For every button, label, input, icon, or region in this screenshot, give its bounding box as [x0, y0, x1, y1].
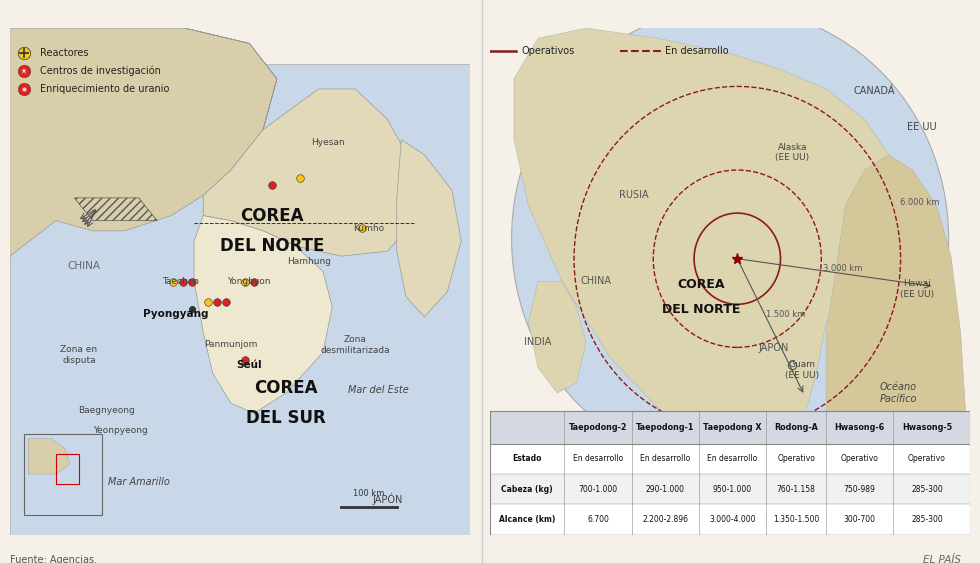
FancyBboxPatch shape [24, 434, 102, 515]
Text: 290-1.000: 290-1.000 [646, 485, 685, 494]
Text: 285-300: 285-300 [911, 485, 943, 494]
Text: Alcance (km): Alcance (km) [499, 515, 556, 524]
Text: Operativos: Operativos [521, 46, 574, 56]
Text: Zona
desmilitarizada: Zona desmilitarizada [320, 335, 390, 355]
Text: En desarrollo: En desarrollo [640, 454, 690, 463]
Text: Hyesan: Hyesan [311, 138, 344, 146]
Text: 100 km: 100 km [354, 489, 385, 498]
Text: En desarrollo: En desarrollo [708, 454, 758, 463]
Text: 3.000 km: 3.000 km [823, 265, 862, 273]
Polygon shape [826, 155, 965, 494]
Text: CHINA: CHINA [67, 261, 100, 271]
Polygon shape [514, 28, 898, 459]
Text: Operativo: Operativo [777, 454, 815, 463]
Text: Hawai
(EE UU): Hawai (EE UU) [901, 279, 935, 299]
Text: Hwasong-5: Hwasong-5 [902, 423, 952, 432]
Text: 760-1.158: 760-1.158 [777, 485, 815, 494]
Text: 950-1.000: 950-1.000 [712, 485, 752, 494]
Text: DEL NORTE: DEL NORTE [662, 303, 741, 316]
Circle shape [512, 8, 949, 469]
Polygon shape [194, 216, 332, 413]
FancyBboxPatch shape [10, 64, 470, 535]
FancyBboxPatch shape [490, 444, 970, 474]
Text: CHINA: CHINA [580, 276, 612, 287]
Text: Zona en
disputa: Zona en disputa [61, 345, 97, 365]
Text: 285-300: 285-300 [911, 515, 943, 524]
Text: Mar Amarillo: Mar Amarillo [108, 477, 170, 486]
Text: Guam
(EE UU): Guam (EE UU) [785, 360, 819, 380]
Text: Kumho: Kumho [354, 224, 384, 233]
Text: Hwasong-6: Hwasong-6 [835, 423, 885, 432]
Text: Taepodong-1: Taepodong-1 [636, 423, 695, 432]
Text: Enriquecimiento de uranio: Enriquecimiento de uranio [40, 84, 170, 94]
Text: Taepodong-2: Taepodong-2 [568, 423, 627, 432]
Text: RUSIA: RUSIA [619, 190, 649, 200]
Text: CANADÁ: CANADÁ [854, 87, 895, 96]
Text: 3.000-4.000: 3.000-4.000 [710, 515, 756, 524]
Text: Hamhung: Hamhung [287, 257, 331, 266]
Polygon shape [397, 140, 462, 317]
Text: Estado: Estado [513, 454, 542, 463]
Text: Cabeza (kg): Cabeza (kg) [502, 485, 553, 494]
Text: JAPÓN: JAPÓN [759, 341, 789, 354]
FancyBboxPatch shape [490, 411, 970, 444]
Polygon shape [185, 28, 416, 256]
Text: Mar del Este: Mar del Este [348, 386, 409, 395]
Text: Taechon: Taechon [162, 277, 199, 286]
Text: EL DESPLIEGUE ATÓMICO NORCOREANO: EL DESPLIEGUE ATÓMICO NORCOREANO [15, 0, 357, 3]
Text: INDIA: INDIA [524, 337, 552, 347]
Text: Pyongyang: Pyongyang [143, 310, 209, 319]
Text: JAPÓN: JAPÓN [372, 493, 403, 506]
Text: 6.700: 6.700 [587, 515, 609, 524]
Text: COREA: COREA [241, 207, 304, 225]
Text: Yeonpyeong: Yeonpyeong [93, 427, 148, 435]
Text: Seúl: Seúl [236, 360, 262, 370]
Text: 700-1.000: 700-1.000 [578, 485, 617, 494]
Text: DEL NORTE: DEL NORTE [220, 237, 324, 255]
Text: COREA: COREA [677, 278, 725, 291]
Text: Fuente: Agencias.: Fuente: Agencias. [10, 555, 97, 563]
Text: Alaska
(EE UU): Alaska (EE UU) [775, 142, 809, 162]
Text: 6.000 km: 6.000 km [900, 199, 940, 207]
Text: 2.200-2.896: 2.200-2.896 [642, 515, 688, 524]
Text: COREA: COREA [255, 379, 318, 397]
Text: EL PAÍS: EL PAÍS [922, 555, 960, 563]
Text: Baegnyeong: Baegnyeong [78, 406, 135, 415]
Text: 1.350-1.500: 1.350-1.500 [773, 515, 819, 524]
Polygon shape [28, 439, 70, 474]
Polygon shape [826, 423, 889, 474]
Text: EE UU: EE UU [907, 122, 937, 132]
Polygon shape [528, 282, 586, 393]
Text: 1.500 km: 1.500 km [765, 310, 805, 319]
FancyBboxPatch shape [490, 504, 970, 535]
Text: 300-700: 300-700 [844, 515, 876, 524]
Text: Operativo: Operativo [908, 454, 946, 463]
Text: Centros de investigación: Centros de investigación [40, 66, 161, 77]
Text: Operativo: Operativo [841, 454, 879, 463]
Text: ALCANCE DE LOS MISILES DE COREA DEL NORTE: ALCANCE DE LOS MISILES DE COREA DEL NORT… [495, 0, 906, 3]
Text: Panmunjom: Panmunjom [204, 341, 258, 349]
Text: Yongbyon: Yongbyon [227, 277, 271, 286]
FancyBboxPatch shape [490, 474, 970, 504]
Text: Reactores: Reactores [40, 48, 88, 59]
Text: Océano
Pacífico: Océano Pacífico [879, 382, 917, 404]
Text: 750-989: 750-989 [844, 485, 876, 494]
Text: En desarrollo: En desarrollo [573, 454, 623, 463]
Text: Rodong-A: Rodong-A [774, 423, 818, 432]
Text: Taepodong X: Taepodong X [704, 423, 761, 432]
Text: DEL SUR: DEL SUR [246, 409, 326, 427]
Polygon shape [10, 28, 277, 256]
Text: En desarrollo: En desarrollo [665, 46, 729, 56]
